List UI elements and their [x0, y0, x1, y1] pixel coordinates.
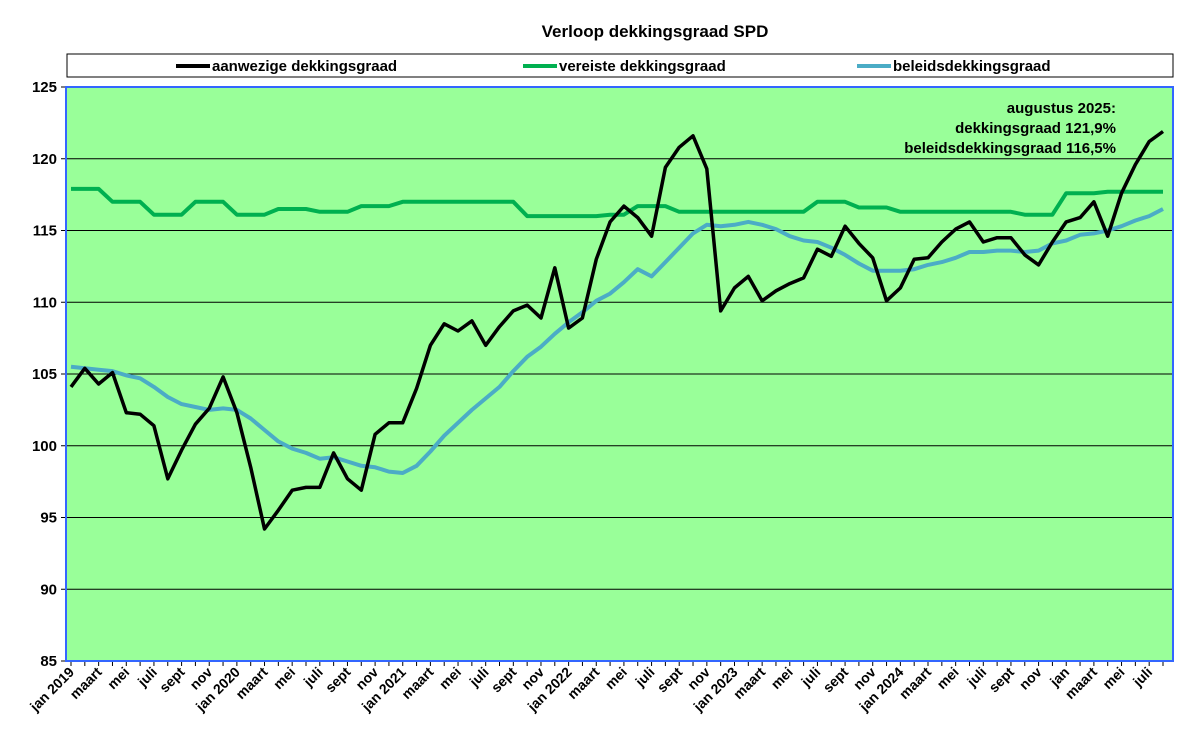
x-tick-label: mei: [436, 664, 464, 692]
x-tick-label: mei: [270, 664, 298, 692]
gridlines: [66, 158, 1173, 590]
x-tick-label: nov: [1016, 664, 1045, 693]
y-axis: 85 90 95 100 105 110 115 120 125: [32, 79, 66, 670]
x-tick-label: maart: [398, 664, 437, 703]
annotation-line-3: beleidsdekkingsgraad 116,5%: [904, 140, 1116, 157]
x-tick-label: maart: [232, 664, 271, 703]
x-tick-label: juli: [797, 664, 823, 690]
annotation-line-2: dekkingsgraad 121,9%: [955, 120, 1116, 137]
annotation: augustus 2025: dekkingsgraad 121,9% bele…: [904, 100, 1116, 157]
legend-label-vereiste: vereiste dekkingsgraad: [559, 58, 726, 75]
x-tick-label: juli: [963, 664, 989, 690]
x-tick-label: maart: [896, 664, 935, 703]
y-tick-label: 115: [33, 223, 57, 240]
x-tick-label: juli: [465, 664, 491, 690]
y-tick-label: 85: [40, 653, 57, 670]
y-tick-label: 120: [32, 151, 57, 168]
series-beleidsdekkingsgraad-line: [70, 207, 1164, 475]
x-tick-label: maart: [1062, 664, 1101, 703]
legend: aanwezige dekkingsgraad vereiste dekking…: [66, 53, 1174, 78]
x-tick-label: sept: [654, 664, 686, 696]
x-tick-label: sept: [322, 664, 354, 696]
y-tick-label: 90: [40, 581, 57, 598]
legend-box: [66, 53, 1174, 78]
x-tick-label: mei: [602, 664, 630, 692]
x-tick-label: juli: [631, 664, 657, 690]
legend-label-aanwezige: aanwezige dekkingsgraad: [212, 58, 397, 75]
annotation-line-1: augustus 2025:: [1007, 100, 1116, 117]
x-tick-label: mei: [1099, 664, 1127, 692]
y-tick-label: 100: [32, 438, 57, 455]
x-tick-label: sept: [985, 664, 1017, 696]
x-tick-label: juli: [1129, 664, 1155, 690]
chart-title: Verloop dekkingsgraad SPD: [542, 22, 769, 41]
plot-border: [65, 86, 1174, 662]
x-tick-label: sept: [156, 664, 188, 696]
y-tick-label: 110: [33, 294, 57, 311]
series-aanwezige-dekkingsgraad-line: [69, 130, 1165, 531]
x-tick-label: sept: [488, 664, 520, 696]
y-tick-label: 95: [40, 510, 57, 527]
legend-label-beleids: beleidsdekkingsgraad: [893, 58, 1051, 75]
y-tick-label: 125: [32, 79, 57, 96]
x-tick-label: maart: [730, 664, 769, 703]
x-tick-label: maart: [564, 664, 603, 703]
x-tick-label: juli: [300, 664, 326, 690]
x-tick-label: mei: [933, 664, 961, 692]
x-tick-label: juli: [134, 664, 160, 690]
series-layer: [69, 130, 1165, 531]
x-tick-label: mei: [768, 664, 796, 692]
y-tick-label: 105: [32, 366, 57, 383]
series-aanwezige-dekkingsgraad: [69, 130, 1165, 531]
x-tick-label: maart: [66, 664, 105, 703]
x-tick-label: sept: [820, 664, 852, 696]
series-beleidsdekkingsgraad: [70, 207, 1164, 475]
x-tick-label: mei: [104, 664, 132, 692]
